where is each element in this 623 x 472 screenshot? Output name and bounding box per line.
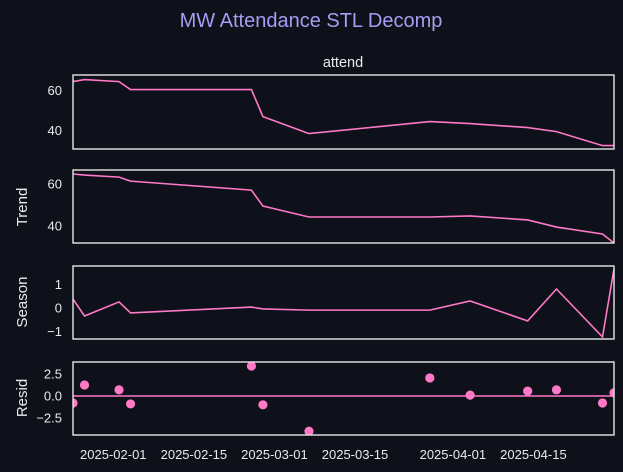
series-line-season [73,268,614,339]
plot-area-trend [73,173,614,243]
xtick-label: 2025-03-15 [322,447,389,462]
resid-point [114,385,124,395]
plot-area-attend [73,78,614,147]
xtick-label: 2025-02-01 [80,447,147,462]
resid-point [258,400,268,410]
axes-frame-trend [72,169,615,244]
ylabel-season: Season [14,277,31,328]
ytick-label-trend: 60 [48,177,62,192]
ytick-label-resid: 0.0 [44,388,62,403]
resid-point [425,373,435,383]
xtick-label: 2025-03-01 [241,447,308,462]
ylabel-trend: Trend [14,188,31,227]
panel-attend: 40 60 [48,74,615,150]
plot-area-season [73,268,614,339]
ytick-label-season: 0 [55,301,62,316]
resid-point [304,426,314,435]
resid-point [551,385,562,395]
resid-point [523,386,533,396]
resid-point [465,390,475,400]
series-line-trend [73,173,614,243]
xtick-label: 2025-04-01 [420,447,487,462]
plot-area-resid [73,362,614,435]
ytick-label-season: −1 [47,324,62,339]
resid-point [125,399,136,409]
chart-title: MW Attendance STL Decomp [180,10,443,32]
resid-point [597,398,608,408]
xtick-label: 2025-04-15 [500,447,567,462]
xtick-label: 2025-02-15 [161,447,228,462]
resid-point [79,380,90,390]
panel-title-attend: attend [323,55,363,71]
resid-point [609,388,614,398]
axes-frame-season [72,265,615,340]
ytick-label-resid: 2.5 [44,366,62,381]
ytick-label-resid: −2.5 [36,411,62,426]
ytick-label-season: 1 [55,277,62,292]
panel-season: −1 0 1 [47,265,615,340]
axes-frame-resid [72,361,615,436]
ytick-label-attend: 40 [48,123,62,138]
resid-point [73,398,78,408]
resid-point [246,362,257,371]
axes-frame-attend [72,74,615,150]
panel-resid: −2.5 0.0 2.5 [36,361,615,436]
ylabel-resid: Resid [14,379,31,417]
ytick-label-trend: 40 [48,219,62,234]
panel-trend: 40 60 [48,169,615,244]
ytick-label-attend: 60 [48,83,62,98]
series-line-attend [73,78,614,147]
